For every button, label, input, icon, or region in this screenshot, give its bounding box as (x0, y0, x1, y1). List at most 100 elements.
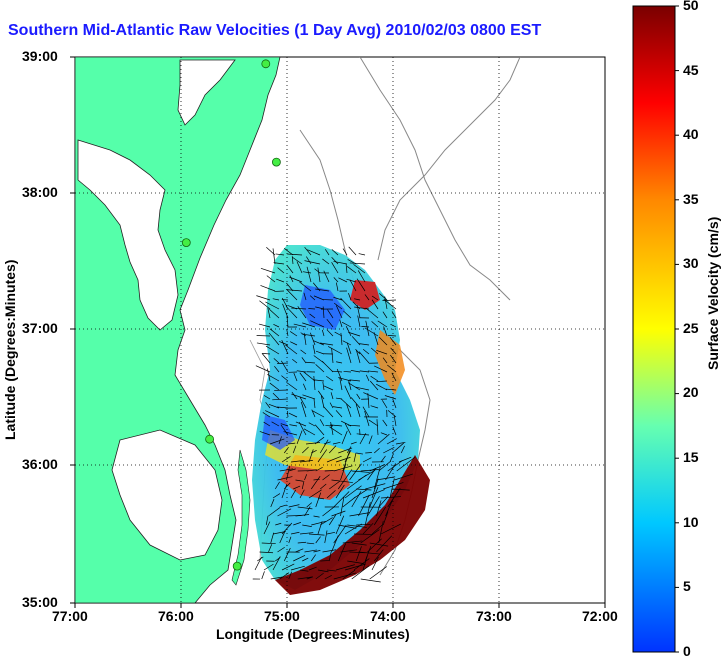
velocity-vector (326, 375, 334, 382)
velocity-vector (279, 341, 289, 346)
y-tick-label: 35:00 (22, 594, 58, 610)
velocity-vector (300, 401, 307, 418)
velocity-vector (365, 320, 370, 337)
station-markers (181, 59, 281, 571)
velocity-vector (331, 348, 334, 364)
velocity-vector (349, 279, 357, 292)
velocity-vector (272, 392, 280, 400)
velocity-vector (259, 300, 271, 310)
velocity-vector (349, 262, 366, 265)
velocity-vector (356, 349, 361, 364)
velocity-vector (335, 515, 345, 535)
velocity-vector (400, 445, 405, 454)
velocity-vector (342, 340, 352, 346)
y-tick-label: 39:00 (22, 48, 58, 64)
velocity-vector (360, 469, 379, 472)
colorbar-label: Surface Velocity (cm/s) (705, 216, 721, 370)
velocity-vector (265, 301, 280, 310)
velocity-vector (370, 347, 379, 355)
velocity-vector (331, 479, 353, 483)
velocity-vector (346, 342, 352, 355)
velocity-vector (371, 524, 383, 535)
velocity-vector (297, 506, 313, 510)
velocity-vector (274, 481, 280, 490)
velocity-vector (356, 278, 366, 292)
velocity-vector (367, 496, 380, 517)
velocity-vector (333, 261, 348, 265)
velocity-vector (344, 385, 352, 400)
velocity-vector (392, 442, 404, 454)
velocity-vector (346, 446, 352, 454)
x-tick-label: 75:00 (264, 608, 300, 624)
velocity-vector (343, 371, 352, 373)
velocity-vector (291, 256, 294, 265)
velocity-vector (356, 452, 364, 455)
bathymetry-contour (377, 57, 521, 261)
velocity-vector (269, 438, 285, 445)
velocity-vector (362, 348, 370, 355)
velocity-vector (362, 457, 372, 463)
velocity-vector (265, 345, 280, 355)
velocity-vector (356, 524, 371, 526)
velocity-vector (326, 531, 336, 535)
velocity-vector (295, 479, 304, 482)
velocity-vector (296, 430, 303, 445)
velocity-vector (290, 531, 300, 535)
velocity-vector (306, 542, 315, 545)
velocity-vector (261, 353, 271, 364)
velocity-vector (331, 535, 339, 553)
velocity-vector (276, 278, 285, 283)
velocity-vector (295, 514, 310, 517)
velocity-vector (340, 463, 347, 481)
velocity-vector (324, 470, 334, 472)
velocity-vector (359, 343, 370, 346)
velocity-vector (347, 382, 361, 391)
velocity-vector (314, 424, 325, 436)
velocity-vector (373, 549, 384, 562)
velocity-vector (385, 463, 397, 481)
velocity-vector (332, 441, 341, 445)
velocity-vector (283, 446, 289, 454)
velocity-vector (313, 478, 320, 481)
velocity-vector (288, 571, 292, 580)
velocity-vector (306, 469, 317, 472)
velocity-vector (296, 261, 303, 274)
velocity-vector (308, 422, 316, 427)
velocity-vector (385, 498, 394, 517)
velocity-vector (259, 551, 274, 554)
velocity-vector (256, 335, 271, 337)
velocity-vector (333, 296, 343, 301)
velocity-vector (348, 331, 361, 337)
velocity-vector (384, 296, 388, 310)
velocity-vector (269, 328, 280, 337)
velocity-vector (286, 382, 298, 391)
velocity-vector (289, 276, 303, 283)
station-marker (232, 561, 242, 571)
colorbar-tick-label: 5 (683, 578, 691, 594)
velocity-vector (353, 558, 370, 571)
velocity-vector (355, 386, 370, 391)
velocity-vector (377, 320, 388, 328)
velocity-vector (350, 370, 361, 373)
velocity-vector (310, 332, 316, 346)
velocity-vector (272, 298, 280, 301)
velocity-vector (267, 307, 271, 319)
grid-lines (75, 57, 605, 603)
velocity-vector (305, 361, 316, 364)
velocity-vector (367, 370, 379, 373)
velocity-vector (331, 249, 339, 256)
velocity-hotspot (375, 330, 405, 395)
velocity-vector (263, 521, 271, 535)
velocity-vector (371, 299, 379, 310)
velocity-vector (379, 293, 388, 301)
velocity-vector (272, 556, 281, 571)
velocity-vector (374, 447, 380, 454)
velocity-vector (364, 294, 370, 301)
velocity-vector (313, 379, 325, 382)
y-axis-label: Latitude (Degrees:Minutes) (2, 259, 18, 440)
velocity-vector (278, 436, 282, 445)
velocity-vector (347, 266, 357, 274)
velocity-vector (308, 533, 325, 536)
velocity-vector (297, 576, 313, 580)
velocity-vector (289, 275, 294, 283)
